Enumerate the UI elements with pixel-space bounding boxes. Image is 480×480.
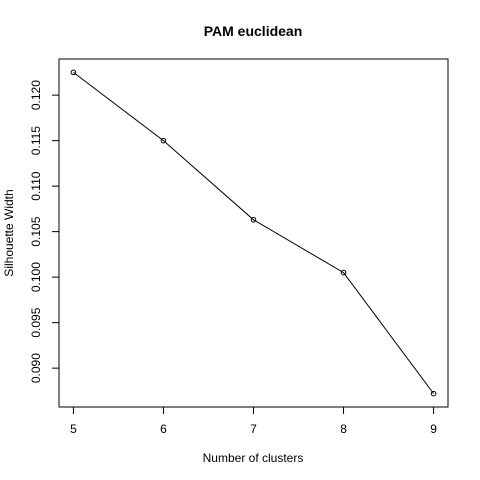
data-point bbox=[431, 391, 436, 396]
plot-frame bbox=[59, 59, 448, 407]
x-tick-label: 9 bbox=[430, 422, 437, 436]
series-line bbox=[73, 72, 433, 393]
data-points bbox=[71, 70, 436, 396]
data-point bbox=[71, 70, 76, 75]
y-tick-label: 0.110 bbox=[29, 171, 43, 200]
y-tick-label: 0.120 bbox=[29, 80, 43, 110]
x-tick-label: 5 bbox=[70, 422, 77, 436]
y-tick-label: 0.095 bbox=[29, 307, 43, 337]
x-axis-label: Number of clusters bbox=[203, 451, 304, 465]
y-axis-label: Silhouette Width bbox=[2, 189, 16, 276]
y-tick-label: 0.115 bbox=[29, 126, 43, 155]
x-axis: 5 6 7 8 9 bbox=[70, 407, 437, 436]
x-tick-label: 6 bbox=[160, 422, 167, 436]
x-tick-label: 7 bbox=[250, 422, 257, 436]
x-tick-label: 8 bbox=[340, 422, 347, 436]
chart-title: PAM euclidean bbox=[204, 23, 303, 39]
y-tick-label: 0.105 bbox=[29, 216, 43, 246]
y-axis: 0.090 0.095 0.100 0.105 0.110 0.115 0.120 bbox=[29, 80, 59, 383]
y-tick-label: 0.090 bbox=[29, 353, 43, 383]
y-tick-label: 0.100 bbox=[29, 262, 43, 292]
